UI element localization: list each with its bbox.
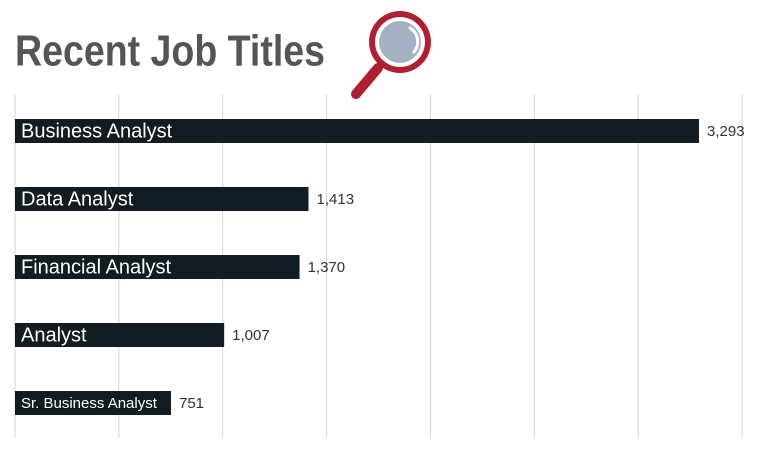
magnifier-icon bbox=[351, 11, 431, 99]
bar bbox=[15, 255, 300, 279]
category-label: Business Analyst bbox=[21, 120, 173, 142]
value-label: 1,370 bbox=[308, 259, 346, 276]
bar bbox=[15, 391, 171, 415]
value-label: 1,413 bbox=[317, 191, 355, 208]
chart-title: Recent Job Titles bbox=[15, 27, 325, 76]
value-label: 1,007 bbox=[232, 327, 270, 344]
category-label: Data Analyst bbox=[21, 188, 134, 210]
value-label: 751 bbox=[179, 395, 204, 412]
bar bbox=[15, 187, 309, 211]
value-label: 3,293 bbox=[707, 123, 745, 140]
category-label: Sr. Business Analyst bbox=[21, 395, 158, 412]
bar bbox=[15, 323, 225, 347]
bar bbox=[15, 119, 700, 143]
category-label: Analyst bbox=[21, 324, 87, 346]
category-label: Financial Analyst bbox=[21, 256, 172, 278]
